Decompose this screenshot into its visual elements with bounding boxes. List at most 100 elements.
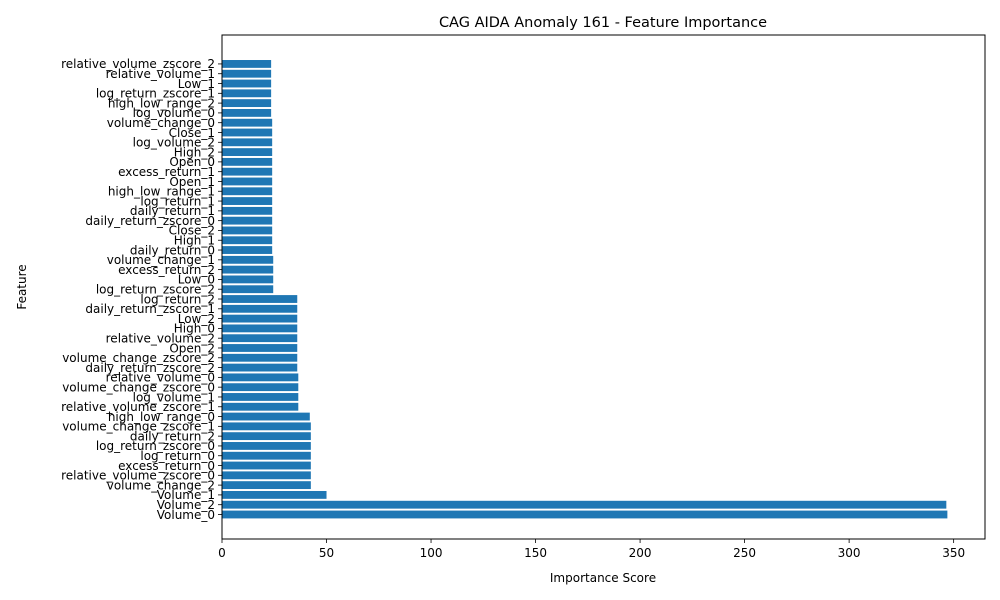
bar-Volume_0 [222, 510, 948, 519]
y-tick-label: High_2 [174, 145, 215, 159]
y-tick-label: Volume_2 [157, 498, 215, 512]
y-tick-label: Close_1 [169, 126, 215, 140]
bar-Low_2 [222, 314, 298, 323]
x-tick-label: 50 [319, 546, 334, 560]
y-tick-label: high_low_range_2 [108, 96, 215, 110]
y-tick-label: relative_volume_zscore_1 [61, 400, 215, 414]
bar-log_return_zscore_1 [222, 89, 272, 98]
bar-relative_volume_2 [222, 334, 298, 343]
bar-High_1 [222, 236, 273, 245]
bar-High_2 [222, 148, 273, 157]
bar-group [222, 60, 948, 519]
y-axis-title: Feature [15, 264, 29, 309]
bar-relative_volume_0 [222, 373, 299, 382]
bar-relative_volume_zscore_2 [222, 60, 272, 68]
bar-excess_return_1 [222, 167, 273, 176]
chart-title: CAG AIDA Anomaly 161 - Feature Importanc… [439, 15, 767, 31]
y-tick-label: volume_change_zscore_2 [62, 351, 215, 365]
y-tick-label: relative_volume_zscore_2 [61, 57, 215, 71]
bar-volume_change_1 [222, 255, 274, 264]
y-tick-label: daily_return_zscore_0 [85, 214, 215, 228]
y-tick-label: Open_2 [169, 341, 215, 355]
bar-high_low_range_1 [222, 187, 273, 196]
bar-relative_volume_1 [222, 69, 272, 78]
x-tick-label: 350 [942, 546, 965, 560]
bar-volume_change_zscore_1 [222, 422, 311, 431]
x-tick-label: 300 [838, 546, 861, 560]
bar-Open_2 [222, 344, 298, 352]
bar-Volume_1 [222, 490, 327, 499]
y-tick-label: daily_return_1 [130, 204, 215, 218]
bar-daily_return_2 [222, 432, 311, 441]
y-tick-label: log_return_zscore_1 [96, 87, 215, 101]
y-tick-label: relative_volume_1 [106, 67, 215, 81]
y-tick-label: excess_return_1 [118, 165, 215, 179]
bar-relative_volume_zscore_1 [222, 402, 299, 411]
bar-log_return_0 [222, 451, 311, 460]
y-tick-label: log_return_2 [140, 292, 215, 306]
y-tick-label: excess_return_0 [118, 459, 215, 473]
y-tick-label: daily_return_zscore_1 [85, 302, 215, 316]
y-tick-label: log_return_0 [140, 449, 215, 463]
y-tick-label: log_volume_1 [133, 390, 215, 404]
bar-Close_1 [222, 128, 273, 137]
bar-Open_1 [222, 177, 273, 186]
y-tick-label: High_1 [174, 234, 215, 248]
bar-volume_change_2 [222, 481, 311, 490]
x-axis-ticks: 0 50 100 150 200 250 300 350 [218, 539, 965, 560]
bar-Low_0 [222, 275, 274, 284]
y-tick-label: volume_change_zscore_1 [62, 420, 215, 434]
y-tick-label: daily_return_zscore_2 [85, 361, 215, 375]
bar-daily_return_zscore_0 [222, 216, 273, 225]
y-tick-label: log_volume_0 [133, 106, 215, 120]
y-tick-label: Low_0 [178, 273, 215, 287]
bar-Volume_2 [222, 500, 947, 509]
bar-daily_return_zscore_2 [222, 363, 298, 372]
bar-daily_return_1 [222, 206, 273, 215]
bar-Low_1 [222, 79, 272, 88]
bar-volume_change_zscore_0 [222, 383, 299, 392]
bar-High_0 [222, 324, 298, 333]
y-tick-label: Low_2 [178, 312, 215, 326]
bar-high_low_range_2 [222, 99, 272, 108]
bar-excess_return_0 [222, 461, 311, 470]
bar-daily_return_0 [222, 246, 273, 254]
bar-volume_change_0 [222, 118, 273, 127]
y-tick-label: volume_change_zscore_0 [62, 380, 215, 394]
x-axis-title: Importance Score [550, 571, 656, 585]
bar-log_volume_1 [222, 393, 299, 401]
y-tick-label: log_return_zscore_2 [96, 283, 215, 297]
bar-log_return_zscore_0 [222, 442, 311, 450]
y-tick-label: relative_volume_2 [106, 331, 215, 345]
x-tick-label: 250 [733, 546, 756, 560]
y-tick-label: relative_volume_0 [106, 371, 215, 385]
bar-high_low_range_0 [222, 412, 310, 421]
bar-log_return_1 [222, 197, 273, 205]
y-tick-label: Open_0 [169, 155, 215, 169]
y-tick-label: high_low_range_1 [108, 185, 215, 199]
bar-log_volume_0 [222, 108, 272, 117]
y-tick-label: Volume_0 [157, 508, 215, 522]
y-tick-label: daily_return_0 [130, 243, 215, 257]
y-tick-label: volume_change_1 [107, 253, 215, 267]
y-tick-label: daily_return_2 [130, 429, 215, 443]
bar-Close_2 [222, 226, 273, 235]
y-tick-label: Volume_1 [157, 488, 215, 502]
y-tick-label: volume_change_2 [107, 478, 215, 492]
y-tick-label: volume_change_0 [107, 116, 215, 130]
y-tick-label: Low_1 [178, 77, 215, 91]
y-tick-label: Open_1 [169, 175, 215, 189]
bar-excess_return_2 [222, 265, 274, 274]
x-tick-label: 200 [629, 546, 652, 560]
bar-log_return_2 [222, 295, 298, 303]
bar-Open_0 [222, 157, 273, 166]
x-tick-label: 150 [524, 546, 547, 560]
bar-daily_return_zscore_1 [222, 304, 298, 313]
x-tick-label: 100 [420, 546, 443, 560]
y-tick-label: excess_return_2 [118, 263, 215, 277]
y-tick-label: log_return_1 [140, 194, 215, 208]
y-tick-label: high_low_range_0 [108, 410, 215, 424]
y-tick-label: High_0 [174, 322, 215, 336]
bar-relative_volume_zscore_0 [222, 471, 311, 480]
